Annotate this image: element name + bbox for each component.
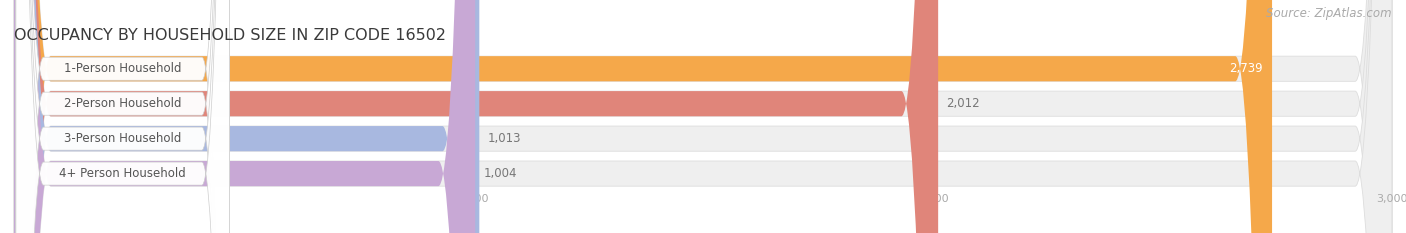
- Text: OCCUPANCY BY HOUSEHOLD SIZE IN ZIP CODE 16502: OCCUPANCY BY HOUSEHOLD SIZE IN ZIP CODE …: [14, 28, 446, 43]
- FancyBboxPatch shape: [14, 0, 1392, 233]
- FancyBboxPatch shape: [14, 0, 1272, 233]
- FancyBboxPatch shape: [15, 0, 229, 233]
- Text: 1-Person Household: 1-Person Household: [63, 62, 181, 75]
- FancyBboxPatch shape: [14, 0, 1392, 233]
- FancyBboxPatch shape: [15, 0, 229, 233]
- Text: 1,013: 1,013: [488, 132, 522, 145]
- Text: 2-Person Household: 2-Person Household: [63, 97, 181, 110]
- Text: 4+ Person Household: 4+ Person Household: [59, 167, 186, 180]
- Text: Source: ZipAtlas.com: Source: ZipAtlas.com: [1267, 7, 1392, 20]
- FancyBboxPatch shape: [14, 0, 938, 233]
- Text: 3-Person Household: 3-Person Household: [65, 132, 181, 145]
- FancyBboxPatch shape: [15, 0, 229, 233]
- FancyBboxPatch shape: [14, 0, 479, 233]
- FancyBboxPatch shape: [15, 0, 229, 233]
- FancyBboxPatch shape: [14, 0, 1392, 233]
- Text: 1,004: 1,004: [484, 167, 517, 180]
- Text: 2,012: 2,012: [946, 97, 980, 110]
- FancyBboxPatch shape: [14, 0, 1392, 233]
- FancyBboxPatch shape: [14, 0, 475, 233]
- Text: 2,739: 2,739: [1229, 62, 1263, 75]
